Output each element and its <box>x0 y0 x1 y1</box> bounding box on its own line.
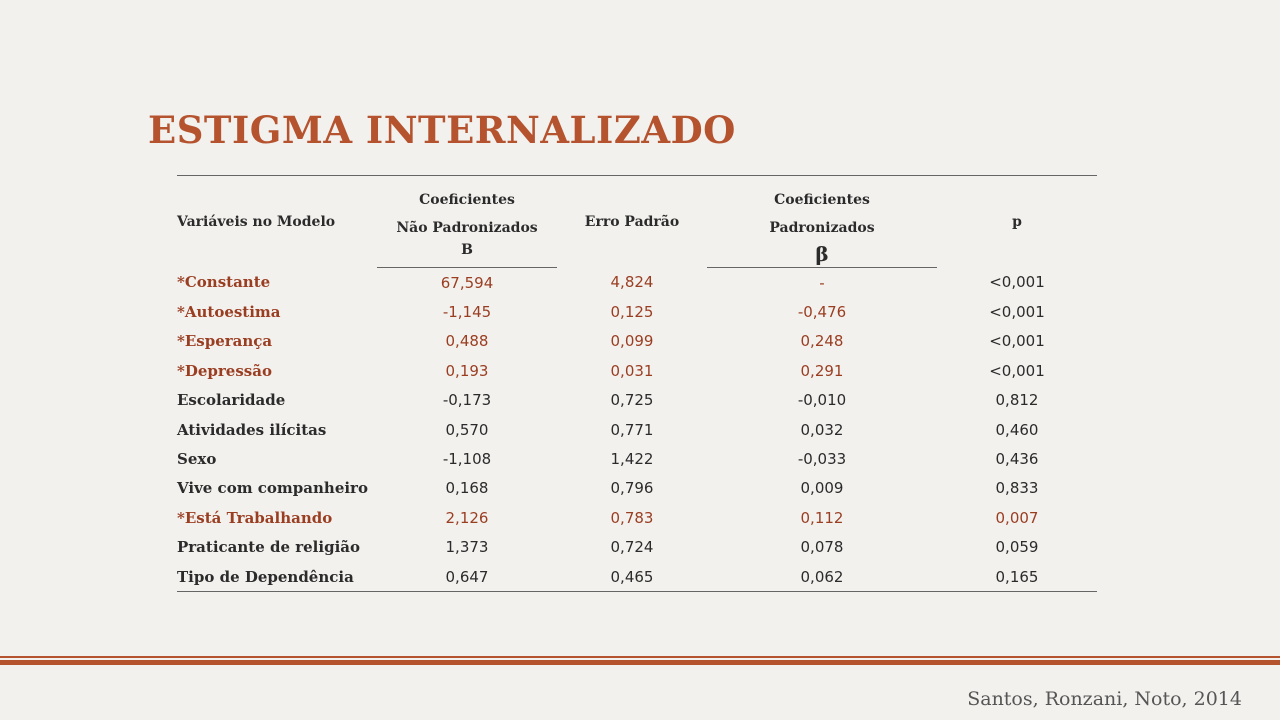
cell-b: 0,488 <box>445 332 489 351</box>
beta-symbol: β <box>815 241 829 266</box>
cell-beta: 0,032 <box>800 420 844 439</box>
cell-p: 0,165 <box>937 561 1097 593</box>
cell-std-error: 0,725 <box>610 391 654 410</box>
cell-variable: Sexo <box>177 450 217 469</box>
header-std-line1: Coeficientes <box>774 191 870 208</box>
cell-p: 0,460 <box>995 420 1039 439</box>
table-row: *Esperança 0,488 0,099 0,248 <0,001 <box>177 327 1097 356</box>
cell-p: 0,833 <box>995 479 1039 498</box>
cell-p: 0,812 <box>995 391 1039 410</box>
cell-p: 0,436 <box>995 450 1039 469</box>
cell-variable: *Depressão <box>177 361 272 380</box>
header-beta: β <box>707 241 937 268</box>
table-row: Escolaridade -0,173 0,725 -0,010 0,812 <box>177 386 1097 415</box>
cell-std-error: 1,422 <box>610 450 654 469</box>
cell-p: 0,007 <box>995 508 1039 527</box>
cell-std-error: 0,724 <box>610 538 654 557</box>
table-row: *Constante 67,594 4,824 - <0,001 <box>177 268 1097 298</box>
cell-p: <0,001 <box>989 303 1045 322</box>
regression-table: Variáveis no Modelo Coeficientes Não Pad… <box>177 175 1097 593</box>
cell-beta: -0,033 <box>797 450 847 469</box>
cell-std-error: 0,796 <box>610 479 654 498</box>
cell-beta: - <box>819 273 825 292</box>
cell-variable: Atividades ilícitas <box>177 420 327 439</box>
cell-variable: Escolaridade <box>177 391 286 410</box>
cell-b: 2,126 <box>445 508 489 527</box>
cell-std-error: 0,031 <box>610 361 654 380</box>
table-row: Praticante de religião 1,373 0,724 0,078 0,0… <box>177 533 1097 562</box>
cell-b: -1,108 <box>442 450 492 469</box>
header-std-error: Erro Padrão <box>557 175 707 268</box>
cell-beta: 0,112 <box>800 508 844 527</box>
cell-beta: 0,078 <box>800 538 844 557</box>
header-unstandardized: Coeficientes Não Padronizados <box>377 175 557 242</box>
header-unstd-line1: Coeficientes <box>419 191 515 208</box>
cell-variable: Praticante de religião <box>177 538 360 557</box>
cell-std-error: 0,125 <box>610 303 654 322</box>
cell-b: 0,570 <box>445 420 489 439</box>
table-body: *Constante 67,594 4,824 - <0,001 *Autoestima -… <box>177 268 1097 593</box>
cell-p: <0,001 <box>989 332 1045 351</box>
table-row: *Depressão 0,193 0,031 0,291 <0,001 <box>177 356 1097 385</box>
cell-variable: *Esperança <box>177 332 273 351</box>
cell-b: 0,647 <box>377 561 557 593</box>
footer-rule-thick <box>0 660 1280 665</box>
table-row: Vive com companheiro 0,168 0,796 0,009 0,833 <box>177 474 1097 503</box>
cell-p: <0,001 <box>989 273 1045 292</box>
header-unstd-line2: Não Padronizados <box>396 219 538 236</box>
cell-std-error: 0,465 <box>557 561 707 593</box>
cell-b: 1,373 <box>445 538 489 557</box>
cell-beta: -0,010 <box>797 391 847 410</box>
footer-rule-thin <box>0 656 1280 658</box>
cell-variable: Tipo de Dependência <box>177 561 377 593</box>
header-p: p <box>937 175 1097 268</box>
cell-p: 0,059 <box>995 538 1039 557</box>
table-row: Atividades ilícitas 0,570 0,771 0,032 0,460 <box>177 415 1097 444</box>
cell-variable: Vive com companheiro <box>177 479 368 498</box>
cell-beta: 0,291 <box>800 361 844 380</box>
cell-variable: *Está Trabalhando <box>177 508 333 527</box>
cell-variable: *Constante <box>177 273 271 292</box>
cell-beta: -0,476 <box>797 303 847 322</box>
cell-std-error: 0,771 <box>610 420 654 439</box>
header-variable: Variáveis no Modelo <box>177 175 377 268</box>
slide-title: ESTIGMA INTERNALIZADO <box>148 108 736 152</box>
table-row: Sexo -1,108 1,422 -0,033 0,436 <box>177 444 1097 473</box>
cell-p: <0,001 <box>989 361 1045 380</box>
cell-beta: 0,009 <box>800 479 844 498</box>
cell-std-error: 0,099 <box>610 332 654 351</box>
cell-std-error: 0,783 <box>610 508 654 527</box>
table-row: Tipo de Dependência 0,647 0,465 0,062 0,165 <box>177 561 1097 593</box>
cell-b: -0,173 <box>442 391 492 410</box>
cell-b: 0,168 <box>445 479 489 498</box>
cell-beta: 0,248 <box>800 332 844 351</box>
cell-b: -1,145 <box>442 303 492 322</box>
cell-std-error: 4,824 <box>610 273 654 292</box>
cell-beta: 0,062 <box>707 561 937 593</box>
cell-b: 67,594 <box>440 273 494 292</box>
cell-b: 0,193 <box>445 361 489 380</box>
cell-variable: *Autoestima <box>177 303 281 322</box>
table-row: *Está Trabalhando 2,126 0,783 0,112 0,007 <box>177 503 1097 532</box>
header-b: B <box>377 241 557 268</box>
table-header: Variáveis no Modelo Coeficientes Não Pad… <box>177 175 1097 268</box>
citation: Santos, Ronzani, Noto, 2014 <box>967 688 1242 710</box>
header-standardized: Coeficientes Padronizados <box>707 175 937 242</box>
header-std-line2: Padronizados <box>769 219 875 236</box>
table-row: *Autoestima -1,145 0,125 -0,476 <0,001 <box>177 297 1097 326</box>
